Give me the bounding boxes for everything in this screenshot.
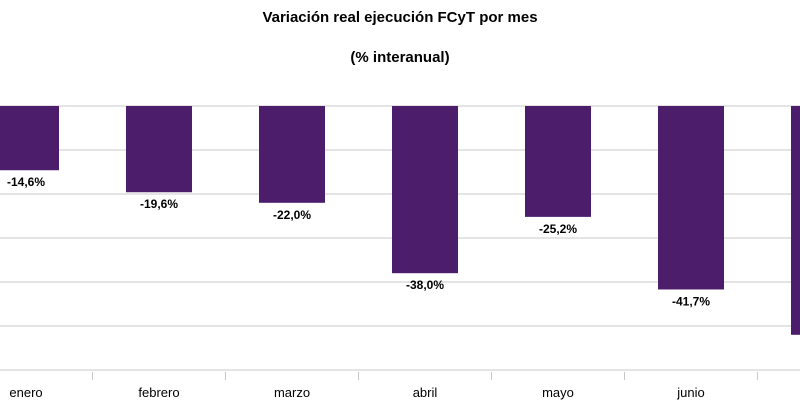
chart-subtitle: (% interanual): [350, 49, 450, 66]
data-label: -38,0%: [406, 278, 444, 292]
bar-mayo: [525, 106, 591, 217]
x-tick-label: febrero: [138, 385, 179, 400]
x-tick-label: junio: [676, 385, 704, 400]
bar-series-6: [791, 106, 800, 335]
bar-enero: [0, 106, 59, 171]
x-tick-label: mayo: [542, 385, 574, 400]
bar-junio: [658, 106, 724, 290]
bar-febrero: [126, 106, 192, 193]
data-label: -25,2%: [539, 222, 577, 236]
bar-abril: [392, 106, 458, 274]
data-label: -22,0%: [273, 208, 311, 222]
data-label: -41,7%: [672, 294, 710, 308]
data-labels: -14,6% -19,6% -22,0% -38,0% -25,2% -41,7%: [7, 175, 710, 308]
x-tick-label: abril: [413, 385, 438, 400]
x-tick-label: enero: [9, 385, 42, 400]
data-label: -14,6%: [7, 175, 45, 189]
x-axis: enero febrero marzo abril mayo junio: [9, 372, 758, 400]
chart-title: Variación real ejecución FCyT por mes: [262, 9, 538, 26]
x-tick-label: marzo: [274, 385, 310, 400]
bars: [0, 106, 800, 335]
bar-marzo: [259, 106, 325, 203]
data-label: -19,6%: [140, 197, 178, 211]
